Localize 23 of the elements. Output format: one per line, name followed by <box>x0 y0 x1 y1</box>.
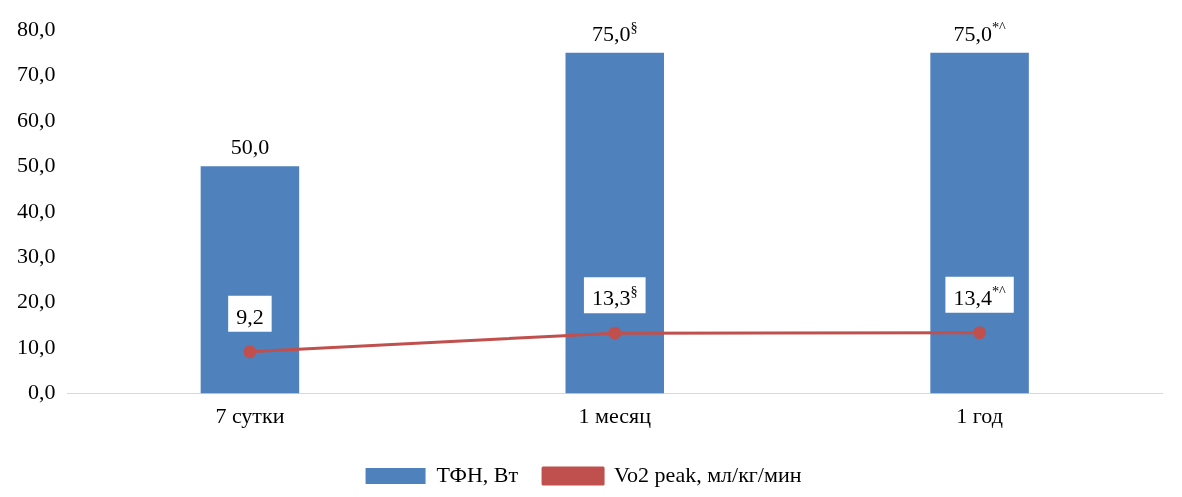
y-tick-label: 0,0 <box>28 379 56 405</box>
y-tick-label: 60,0 <box>17 106 56 132</box>
data-label: 13,4*^ <box>953 282 1007 310</box>
x-tick-label: 7 сутки <box>215 402 285 428</box>
y-tick-label: 40,0 <box>17 197 56 223</box>
point <box>608 326 622 340</box>
data-label: 13,3§ <box>591 283 638 311</box>
point <box>243 345 257 359</box>
legend-label: Vo2 peak, мл/кг/мин <box>614 461 802 487</box>
y-tick-label: 70,0 <box>17 61 56 87</box>
x-tick-label: 1 год <box>956 402 1003 428</box>
legend-label: ТФН, Вт <box>436 461 519 487</box>
y-tick-label: 20,0 <box>17 288 56 314</box>
point <box>973 326 987 340</box>
y-tick-label: 80,0 <box>17 15 56 41</box>
x-tick-label: 1 месяц <box>578 402 652 428</box>
data-label: 75,0*^ <box>953 18 1007 46</box>
data-label: 75,0§ <box>591 18 638 46</box>
y-tick-label: 10,0 <box>17 333 56 359</box>
data-label: 50,0 <box>230 134 270 160</box>
y-tick-label: 30,0 <box>17 243 56 269</box>
data-label: 9,2 <box>236 303 264 329</box>
y-tick-label: 50,0 <box>17 152 56 178</box>
